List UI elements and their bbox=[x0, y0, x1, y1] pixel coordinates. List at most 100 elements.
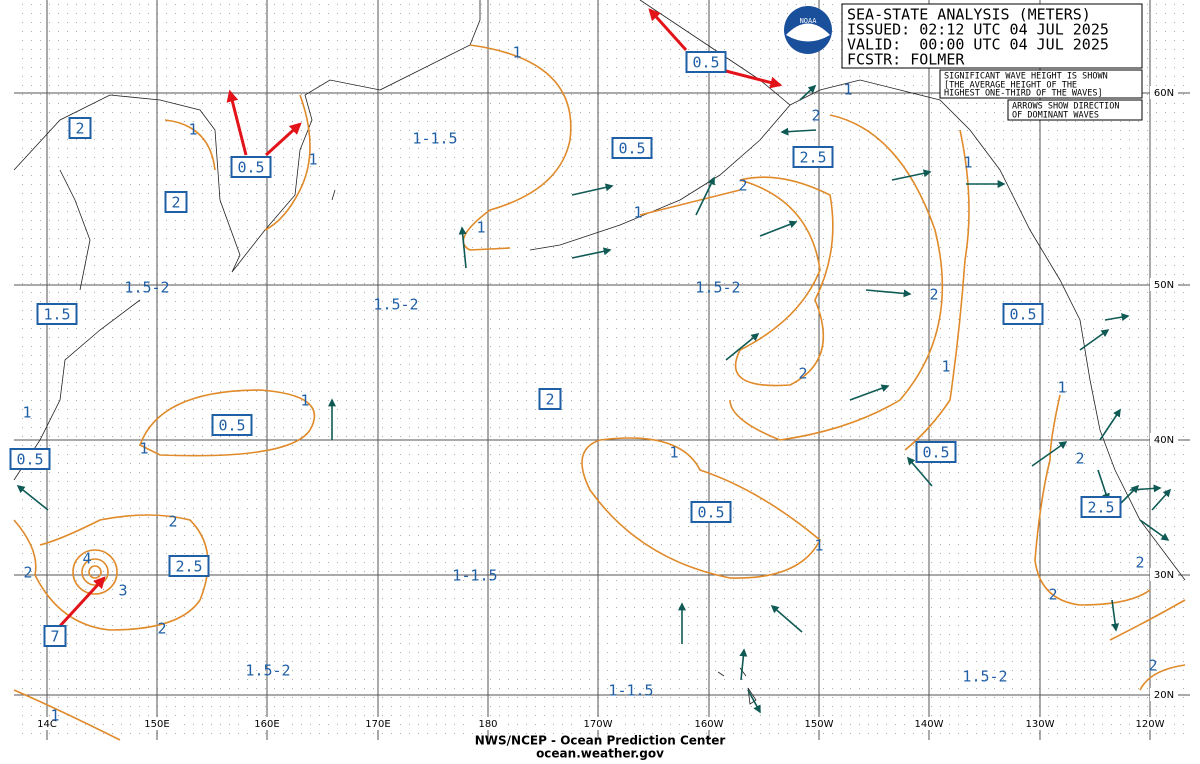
arrow-note-line: OF DOMINANT WAVES bbox=[1012, 111, 1099, 121]
area-wave-label: 1.5-2 bbox=[124, 279, 169, 297]
boxed-wave-label: 0.5 bbox=[237, 159, 264, 177]
lon-label-bg bbox=[1020, 717, 1060, 730]
lat-label-bg bbox=[1150, 568, 1178, 581]
wave-arrow bbox=[1031, 441, 1068, 467]
boxed-wave-label: 0.5 bbox=[1009, 306, 1036, 324]
header-forecaster: FCSTR: FOLMER bbox=[847, 51, 965, 69]
lon-label: 170W bbox=[584, 719, 613, 730]
contour-label: 2 bbox=[23, 564, 32, 582]
label-box bbox=[915, 441, 957, 463]
note-line: [THE AVERAGE HEIGHT OF THE bbox=[944, 81, 1077, 91]
contour-label: 1 bbox=[963, 154, 972, 172]
label-box bbox=[43, 625, 67, 647]
lon-label-bg bbox=[137, 717, 177, 730]
contour-label: 1 bbox=[843, 81, 852, 99]
lon-label: 130W bbox=[1026, 719, 1055, 730]
label-box bbox=[9, 448, 51, 470]
wave-arrow bbox=[458, 226, 467, 269]
contour-label: 2 bbox=[1048, 586, 1057, 604]
header-title: SEA-STATE ANALYSIS (METERS) bbox=[847, 6, 1091, 24]
lon-label: 120W bbox=[1136, 719, 1165, 730]
wave-arrow bbox=[725, 332, 760, 361]
lon-label-bg bbox=[909, 717, 949, 730]
contour-label: 4 bbox=[82, 550, 91, 568]
lat-label-bg bbox=[1150, 688, 1178, 701]
area-wave-label: 1-1.5 bbox=[452, 567, 497, 585]
contour-label: 1 bbox=[669, 444, 678, 462]
contour-label: 1 bbox=[308, 151, 317, 169]
label-box bbox=[690, 501, 732, 523]
boxed-wave-label: 0.5 bbox=[16, 451, 43, 469]
coastlines bbox=[13, 0, 1186, 705]
contour-label: 2 bbox=[157, 620, 166, 638]
red-arrow bbox=[58, 576, 106, 628]
lat-label-bg bbox=[1150, 433, 1178, 446]
contour-label: 1 bbox=[633, 204, 642, 222]
area-wave-label: 1.5-2 bbox=[373, 296, 418, 314]
label-box bbox=[68, 117, 92, 139]
contour-label: 2 bbox=[1075, 450, 1084, 468]
area-wave-label: 1.5-2 bbox=[962, 668, 1007, 686]
lon-label-bg bbox=[27, 717, 67, 730]
boxed-wave-label: 0.5 bbox=[618, 140, 645, 158]
contour-label: 2 bbox=[929, 286, 938, 304]
wave-arrow bbox=[571, 247, 612, 259]
label-box bbox=[792, 146, 834, 168]
wave-arrow bbox=[849, 384, 890, 401]
arrow-note-box bbox=[1007, 99, 1143, 121]
wave-arrow bbox=[799, 84, 817, 101]
wave-arrow bbox=[1097, 469, 1110, 502]
area-wave-label: 1.5-2 bbox=[245, 662, 290, 680]
wave-labels: 2 0.5 2 1.5 0.5 0.5 2.5 7 0.5 0.5 2.5 2 0.5 0.5 0.5 2.5… bbox=[9, 44, 1158, 725]
contour-label: 2 bbox=[1148, 657, 1157, 675]
lon-label-bg bbox=[247, 717, 287, 730]
wave-arrow bbox=[1104, 313, 1130, 322]
contour-label: 1 bbox=[941, 358, 950, 376]
label-box bbox=[164, 191, 188, 213]
wave-arrow bbox=[891, 169, 932, 181]
label-box bbox=[230, 156, 272, 178]
wave-arrow bbox=[739, 648, 748, 681]
wave-arrow bbox=[1139, 519, 1170, 541]
label-box bbox=[211, 414, 253, 436]
label-box bbox=[538, 388, 562, 410]
wave-arrow bbox=[906, 456, 933, 487]
wave-arrow bbox=[695, 176, 715, 216]
contour-label: 1 bbox=[300, 392, 309, 410]
wave-arrow bbox=[16, 485, 49, 511]
wave-arrow bbox=[1079, 329, 1110, 351]
lat-label-bg bbox=[1150, 278, 1178, 291]
wave-arrow bbox=[1111, 599, 1120, 632]
wave-arrow bbox=[759, 220, 798, 237]
boxed-wave-label: 0.5 bbox=[922, 444, 949, 462]
lon-label: 180 bbox=[478, 719, 497, 730]
footer-agency: NWS/NCEP - Ocean Prediction Center bbox=[475, 734, 726, 748]
contour-label: 3 bbox=[118, 582, 127, 600]
area-wave-label: 1-1.5 bbox=[608, 682, 653, 700]
wave-arrow bbox=[770, 604, 803, 633]
contour-label: 1 bbox=[50, 707, 59, 725]
lat-label: 60N bbox=[1154, 88, 1174, 99]
area-wave-label: 1.5-2 bbox=[695, 279, 740, 297]
boxed-wave-label: 0.5 bbox=[218, 417, 245, 435]
contour-label: 2 bbox=[738, 177, 747, 195]
note-line: SIGNIFICANT WAVE HEIGHT IS SHOWN bbox=[944, 72, 1108, 82]
header-valid: VALID: 00:00 UTC 04 JUL 2025 bbox=[847, 36, 1109, 54]
boxed-wave-label: 2 bbox=[75, 120, 84, 138]
lon-label: 160E bbox=[254, 719, 279, 730]
boxed-wave-label: 2 bbox=[171, 194, 180, 212]
label-box bbox=[611, 137, 653, 159]
arrow-note-line: ARROWS SHOW DIRECTION bbox=[1012, 102, 1119, 112]
red-arrow bbox=[721, 68, 783, 89]
boxed-wave-label: 2.5 bbox=[1087, 499, 1114, 517]
red-arrow bbox=[264, 122, 302, 157]
contour-label: 2 bbox=[1135, 554, 1144, 572]
wave-arrow bbox=[571, 183, 614, 196]
lat-label: 30N bbox=[1154, 570, 1174, 581]
label-box bbox=[1080, 496, 1122, 518]
lat-label: 40N bbox=[1154, 435, 1174, 446]
contours bbox=[13, 44, 1186, 741]
contour-label: 1 bbox=[512, 44, 521, 62]
contour-label: 1 bbox=[476, 219, 485, 237]
label-box bbox=[36, 303, 78, 325]
